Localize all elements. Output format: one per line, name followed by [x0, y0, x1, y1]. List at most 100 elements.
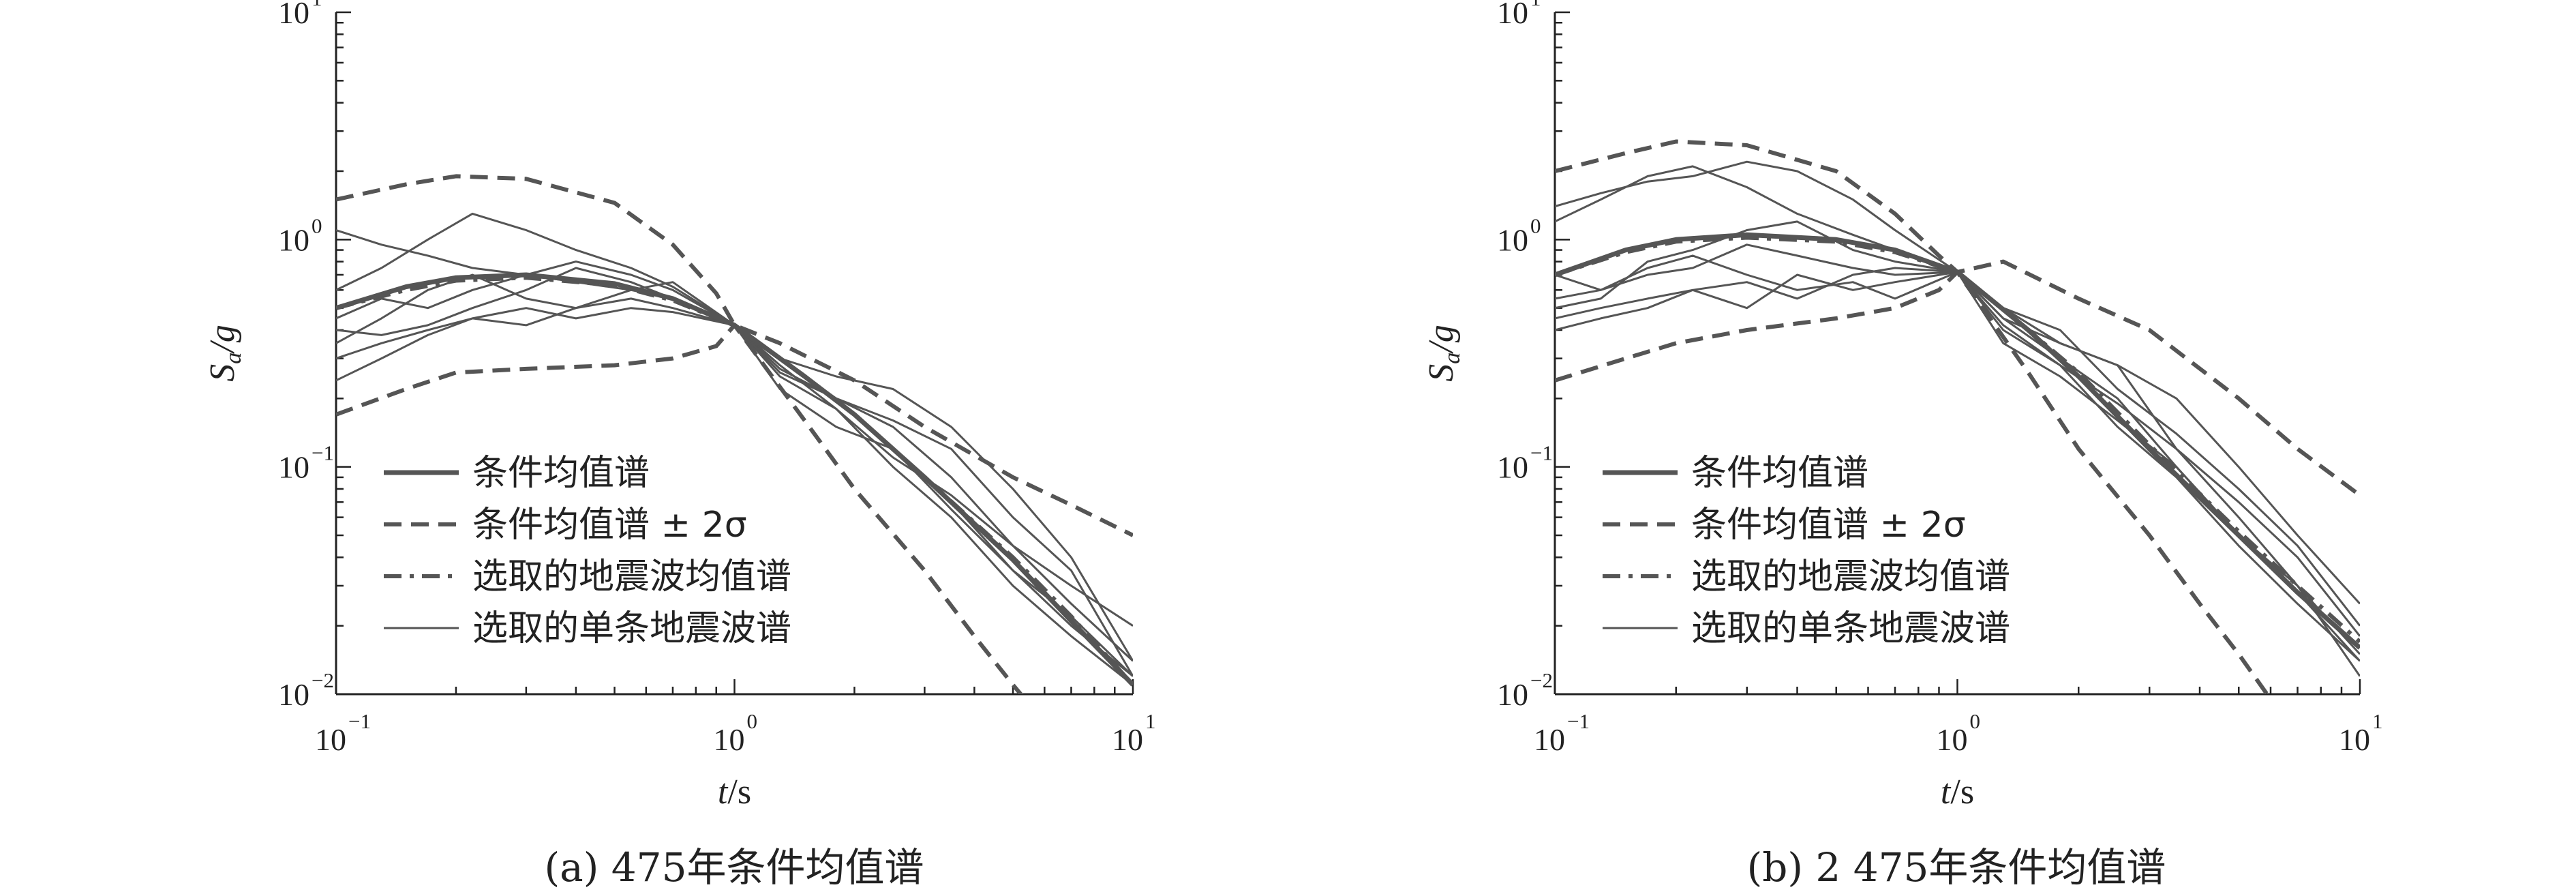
- series-line-0-solid-thick: [336, 272, 1133, 687]
- y-label-var: S: [203, 364, 242, 382]
- series-line-2-dashed: [336, 174, 1133, 537]
- x-label-unit: /s: [1950, 773, 1974, 811]
- x-tick-label: 10−1: [1534, 709, 1590, 757]
- x-tick-label: 100: [1937, 709, 1981, 757]
- y-axis-label: Sa/g: [203, 325, 246, 381]
- y-tick-base: 10: [1497, 677, 1528, 712]
- y-tick-exp: −2: [312, 668, 334, 692]
- x-tick-exp: 0: [1970, 709, 1981, 733]
- x-tick-exp: −1: [348, 709, 371, 733]
- legend-item: 条件均值谱 ± 2σ: [1603, 505, 1966, 546]
- x-label-var: t: [1941, 773, 1952, 811]
- x-tick-label: 100: [714, 709, 758, 757]
- y-tick-base: 10: [1497, 450, 1528, 485]
- y-tick-label: 10 −1: [278, 441, 334, 485]
- x-label-unit: /s: [727, 773, 751, 811]
- series-line-7-solid-thin: [336, 212, 1133, 677]
- y-label-unit: /g: [203, 325, 242, 354]
- x-tick-base: 10: [315, 722, 346, 757]
- series-line-6-solid-thin: [336, 307, 1133, 686]
- legend-label: 条件均值谱 ± 2σ: [1691, 505, 1966, 546]
- y-axis-label: Sa/g: [1422, 325, 1465, 381]
- y-tick-exp: 0: [1530, 213, 1541, 237]
- legend-label: 条件均值谱 ± 2σ: [472, 505, 747, 546]
- legend-item: 条件均值谱 ± 2σ: [384, 505, 747, 546]
- y-label-sub: a: [221, 353, 246, 364]
- series-line-6-solid-thin: [1555, 267, 2360, 655]
- y-axis-label-text: Sa/g: [203, 325, 246, 381]
- x-axis-label-text: t/s: [1941, 773, 1974, 811]
- series-line-3-dashed: [1555, 269, 2270, 694]
- x-tick-base: 10: [1112, 722, 1143, 757]
- series-line-8-solid-thin: [1555, 254, 2360, 677]
- y-tick-base: 10: [278, 677, 309, 712]
- series-group: [1555, 139, 2360, 694]
- chart-panel-a: 10−110010110−210−1100101t/sSa/g条件均值谱条件均值…: [203, 0, 1156, 891]
- series-line-2-dashed: [1555, 139, 2360, 497]
- y-tick-exp: 0: [312, 213, 322, 237]
- y-tick-base: 10: [278, 450, 309, 485]
- series-line-9-solid-thin: [1555, 220, 2360, 627]
- y-tick-exp: −1: [312, 441, 334, 465]
- series-group: [336, 174, 1133, 694]
- y-tick-exp: −2: [1530, 668, 1553, 692]
- x-tick-exp: 1: [1145, 709, 1156, 733]
- x-tick-base: 10: [1937, 722, 1968, 757]
- chart-panel-b: 10−110010110−210−1100101t/sSa/g条件均值谱条件均值…: [1422, 0, 2383, 891]
- legend-label: 条件均值谱: [472, 453, 650, 494]
- x-axis-label: t/s: [718, 773, 751, 811]
- y-tick-label: 101: [1497, 0, 1541, 30]
- x-tick-base: 10: [2339, 722, 2370, 757]
- x-axis-label: t/s: [1941, 773, 1974, 811]
- x-tick-exp: −1: [1567, 709, 1590, 733]
- y-label-var: S: [1422, 364, 1461, 382]
- legend-item: 选取的单条地震波谱: [384, 608, 791, 649]
- legend-label: 选取的单条地震波谱: [1691, 608, 2010, 649]
- legend-item: 选取的地震波均值谱: [1603, 556, 2010, 597]
- x-tick-label: 101: [1112, 709, 1156, 757]
- x-axis-label-text: t/s: [718, 773, 751, 811]
- y-tick-label: 10 −1: [1497, 441, 1553, 485]
- legend-item: 选取的单条地震波谱: [1603, 608, 2010, 649]
- series-line-10-solid-thin: [1555, 271, 2360, 637]
- series-line-0-solid-thick: [1555, 232, 2360, 650]
- series-line-8-solid-thin: [336, 260, 1133, 662]
- y-tick-label: 101: [278, 0, 322, 30]
- panel-caption: (a) 475年条件均值谱: [545, 844, 924, 891]
- series-line-3-dashed: [336, 323, 1024, 694]
- y-tick-exp: 1: [312, 0, 322, 10]
- legend-label: 选取的地震波均值谱: [472, 556, 791, 597]
- x-tick-base: 10: [714, 722, 745, 757]
- legend-label: 选取的地震波均值谱: [1691, 556, 2010, 597]
- y-axis-label-text: Sa/g: [1422, 325, 1465, 381]
- y-tick-base: 10: [278, 222, 309, 257]
- y-tick-label: 10 0: [1497, 213, 1541, 257]
- series-line-7-solid-thin: [1555, 243, 2360, 662]
- y-tick-base: 10: [278, 0, 309, 30]
- x-tick-exp: 1: [2372, 709, 2383, 733]
- y-tick-exp: −1: [1530, 441, 1553, 465]
- x-tick-base: 10: [1534, 722, 1565, 757]
- x-label-var: t: [718, 773, 729, 811]
- y-tick-label: 10 −2: [1497, 668, 1553, 712]
- y-tick-base: 10: [1497, 0, 1528, 30]
- series-line-10-solid-thin: [336, 281, 1133, 677]
- y-label-sub: a: [1440, 353, 1465, 364]
- y-label-unit: /g: [1422, 325, 1461, 354]
- legend-item: 选取的地震波均值谱: [384, 556, 791, 597]
- x-tick-exp: 0: [747, 709, 758, 733]
- y-tick-label: 10 −2: [278, 668, 334, 712]
- x-tick-label: 10−1: [315, 709, 371, 757]
- y-tick-exp: 1: [1530, 0, 1541, 10]
- x-tick-label: 101: [2339, 709, 2383, 757]
- legend-item: 条件均值谱: [384, 453, 650, 494]
- legend-label: 选取的单条地震波谱: [472, 608, 791, 649]
- legend-item: 条件均值谱: [1603, 453, 1868, 494]
- y-tick-base: 10: [1497, 222, 1528, 257]
- panel-caption: (b) 2 475年条件均值谱: [1747, 844, 2166, 891]
- series-line-4-solid-thin: [1555, 160, 2360, 605]
- y-tick-label: 10 0: [278, 213, 322, 257]
